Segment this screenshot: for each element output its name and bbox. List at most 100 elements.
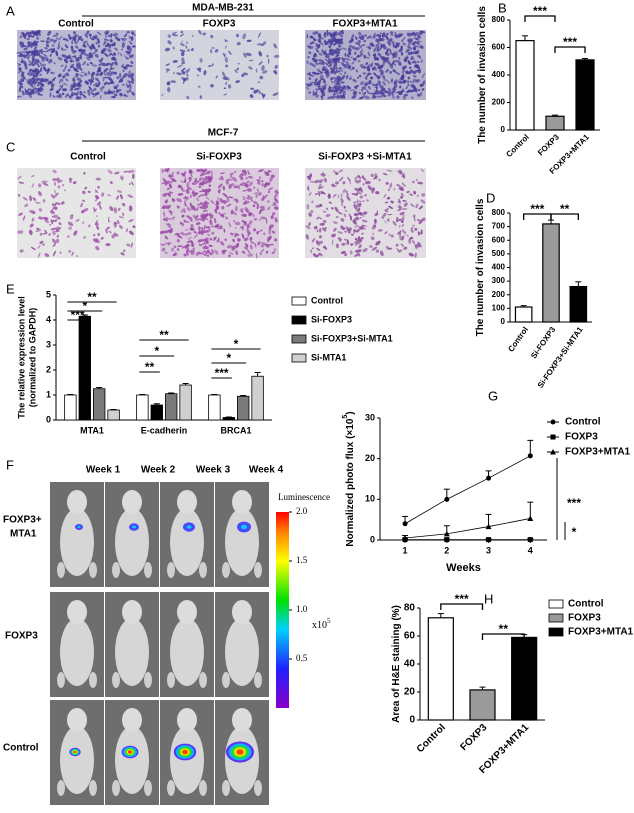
cell	[97, 44, 101, 48]
cell	[328, 89, 333, 93]
cell	[351, 33, 355, 40]
cell	[63, 82, 68, 86]
cell	[322, 245, 327, 249]
x-tick-label: Control	[504, 133, 530, 159]
cell	[371, 246, 378, 251]
cell	[121, 202, 126, 207]
cell	[58, 222, 62, 226]
bar	[150, 404, 163, 421]
cell	[214, 49, 219, 53]
cell	[354, 253, 359, 257]
cell	[350, 216, 353, 221]
cell	[224, 39, 229, 42]
cell	[109, 206, 114, 212]
mouse-leg	[222, 562, 230, 578]
cell	[103, 91, 108, 95]
cell	[202, 217, 206, 222]
cell	[322, 61, 325, 65]
cell	[349, 179, 351, 185]
cell	[73, 50, 77, 53]
y-tick-label: 800	[492, 208, 506, 217]
cell	[367, 63, 373, 67]
cell	[82, 208, 89, 212]
cell	[351, 193, 358, 196]
cell	[354, 36, 358, 40]
cell	[165, 242, 170, 246]
cell	[325, 40, 330, 45]
cell	[102, 76, 109, 79]
legend-label: Control	[565, 417, 601, 428]
cell	[407, 51, 412, 56]
cell	[164, 243, 166, 246]
cell	[346, 85, 351, 90]
point	[486, 537, 492, 543]
cell	[188, 176, 192, 180]
y-axis-label: Normalized photo flux (×105)	[342, 411, 356, 546]
cell	[401, 235, 405, 241]
cell	[336, 32, 340, 36]
cell	[217, 183, 223, 189]
cell	[208, 184, 212, 187]
cell	[49, 30, 51, 34]
cell	[321, 49, 325, 53]
cell	[334, 70, 339, 74]
cell	[21, 90, 25, 96]
cell	[323, 80, 326, 84]
cell	[387, 247, 393, 250]
point	[444, 537, 450, 543]
cell	[413, 69, 418, 74]
cell	[417, 55, 421, 58]
cell	[269, 225, 274, 229]
cell	[115, 89, 119, 94]
cell	[161, 169, 165, 173]
cell	[77, 58, 80, 61]
cell	[167, 187, 171, 190]
cell	[60, 64, 64, 67]
cell	[215, 200, 220, 206]
cell	[58, 227, 62, 230]
cell	[63, 58, 69, 64]
cell	[184, 247, 187, 250]
cell	[322, 65, 326, 69]
cell	[228, 222, 232, 228]
cell	[52, 250, 57, 257]
bar	[569, 285, 588, 323]
cell	[345, 60, 350, 66]
cell	[52, 35, 58, 37]
cell	[340, 48, 343, 51]
y-tick-label: 200	[492, 290, 506, 299]
cell	[401, 245, 405, 248]
cell	[40, 40, 45, 42]
cell	[344, 52, 347, 57]
cell	[246, 229, 251, 235]
cell	[400, 45, 403, 52]
cell	[33, 46, 37, 50]
cell	[79, 54, 82, 60]
cell	[360, 237, 364, 240]
cell	[202, 205, 206, 210]
line	[405, 518, 531, 539]
colorbar-label: 0.5	[296, 653, 308, 663]
cell	[49, 223, 52, 226]
cell	[378, 178, 381, 182]
panel-letter: D	[486, 190, 495, 205]
cell	[189, 227, 194, 231]
cell	[260, 180, 264, 183]
cell	[214, 249, 219, 255]
cell	[386, 196, 391, 200]
cell	[274, 197, 279, 203]
cell	[243, 250, 245, 253]
cell	[385, 245, 389, 250]
cell	[53, 214, 59, 219]
cell	[341, 81, 345, 84]
column-label: Si-FOXP3 +Si-MTA1	[318, 152, 412, 163]
cell	[93, 87, 97, 91]
cell	[190, 173, 193, 178]
cell	[37, 89, 41, 95]
cell	[37, 252, 41, 258]
cell	[181, 77, 187, 81]
cell	[94, 34, 98, 40]
cell	[94, 195, 98, 199]
cell	[409, 193, 413, 196]
cell	[259, 205, 265, 209]
